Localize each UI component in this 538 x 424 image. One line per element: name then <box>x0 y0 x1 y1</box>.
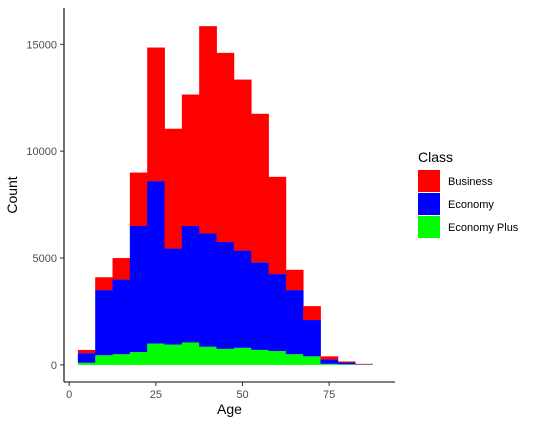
bar-economy-20 <box>129 225 148 353</box>
x-tick-label: 25 <box>150 389 162 401</box>
bar-economy-plus-70 <box>303 356 321 365</box>
y-tick-label: 15000 <box>26 39 57 51</box>
bar-economy-plus-75 <box>320 363 339 365</box>
bar-business-35 <box>181 94 200 226</box>
bar-business-25 <box>147 47 165 182</box>
bar-economy-plus-45 <box>216 348 235 365</box>
legend-label-economy-plus: Economy Plus <box>448 222 519 234</box>
bar-economy-55 <box>251 262 269 350</box>
bar-business-45 <box>216 52 235 243</box>
bar-economy-40 <box>199 233 217 347</box>
bar-business-15 <box>112 258 131 280</box>
y-ticks: 0 5000 10000 15000 <box>26 39 64 372</box>
bar-business-70 <box>303 306 321 321</box>
bar-economy-75 <box>320 359 339 364</box>
y-tick-label: 0 <box>51 360 57 372</box>
x-tick-label: 50 <box>236 389 248 401</box>
bar-economy-45 <box>216 242 235 349</box>
bar-business-80 <box>337 361 356 363</box>
x-ticks: 0 25 50 75 <box>66 382 335 401</box>
legend: Class Business Economy Economy Plus <box>418 149 519 238</box>
bar-business-5 <box>77 349 96 354</box>
bar-economy-50 <box>233 250 252 348</box>
legend-swatch-economy <box>418 193 440 215</box>
bar-economy-80 <box>337 362 356 365</box>
bar-economy-plus-20 <box>129 352 148 365</box>
bar-economy-30 <box>164 248 183 345</box>
x-tick-label: 75 <box>323 389 335 401</box>
bar-business-50 <box>233 79 252 251</box>
legend-swatch-business <box>418 170 440 192</box>
y-axis-title: Count <box>4 176 20 213</box>
bar-business-65 <box>285 269 304 291</box>
bar-economy-60 <box>268 274 287 352</box>
bar-economy-70 <box>303 320 321 357</box>
bar-economy-plus-35 <box>181 342 200 365</box>
bar-economy-plus-50 <box>233 347 252 365</box>
x-tick-label: 0 <box>66 389 72 401</box>
bar-economy-plus-15 <box>112 354 131 365</box>
bar-business-20 <box>129 172 148 226</box>
bar-business-55 <box>251 113 269 263</box>
bar-business-30 <box>164 128 183 249</box>
bar-economy-plus-40 <box>199 346 217 365</box>
bar-economy-15 <box>112 279 131 355</box>
bar-economy-25 <box>147 181 165 344</box>
legend-label-economy: Economy <box>448 199 494 211</box>
bar-economy-plus-25 <box>147 343 165 365</box>
bar-economy-35 <box>181 225 200 343</box>
bar-business-10 <box>95 277 113 291</box>
bar-economy-plus-55 <box>251 349 269 365</box>
x-axis-title: Age <box>217 401 242 417</box>
bar-economy-plus-65 <box>285 354 304 365</box>
bar-business-40 <box>199 26 217 234</box>
legend-label-business: Business <box>448 176 493 188</box>
bar-economy-plus-30 <box>164 344 183 365</box>
bar-economy-10 <box>95 290 113 356</box>
bar-economy-plus-80 <box>337 364 356 365</box>
bar-economy-plus-5 <box>77 362 96 365</box>
bar-economy-65 <box>285 290 304 355</box>
y-tick-label: 10000 <box>26 146 57 158</box>
bar-business-60 <box>268 176 287 275</box>
bar-economy-5 <box>77 353 96 363</box>
legend-title: Class <box>418 149 453 165</box>
legend-swatch-economy-plus <box>418 216 440 238</box>
bar-business-75 <box>320 356 339 360</box>
bars-layer <box>77 26 373 365</box>
bar-economy-plus-60 <box>268 351 287 365</box>
bar-economy-plus-10 <box>95 355 113 365</box>
y-tick-label: 5000 <box>33 253 57 265</box>
